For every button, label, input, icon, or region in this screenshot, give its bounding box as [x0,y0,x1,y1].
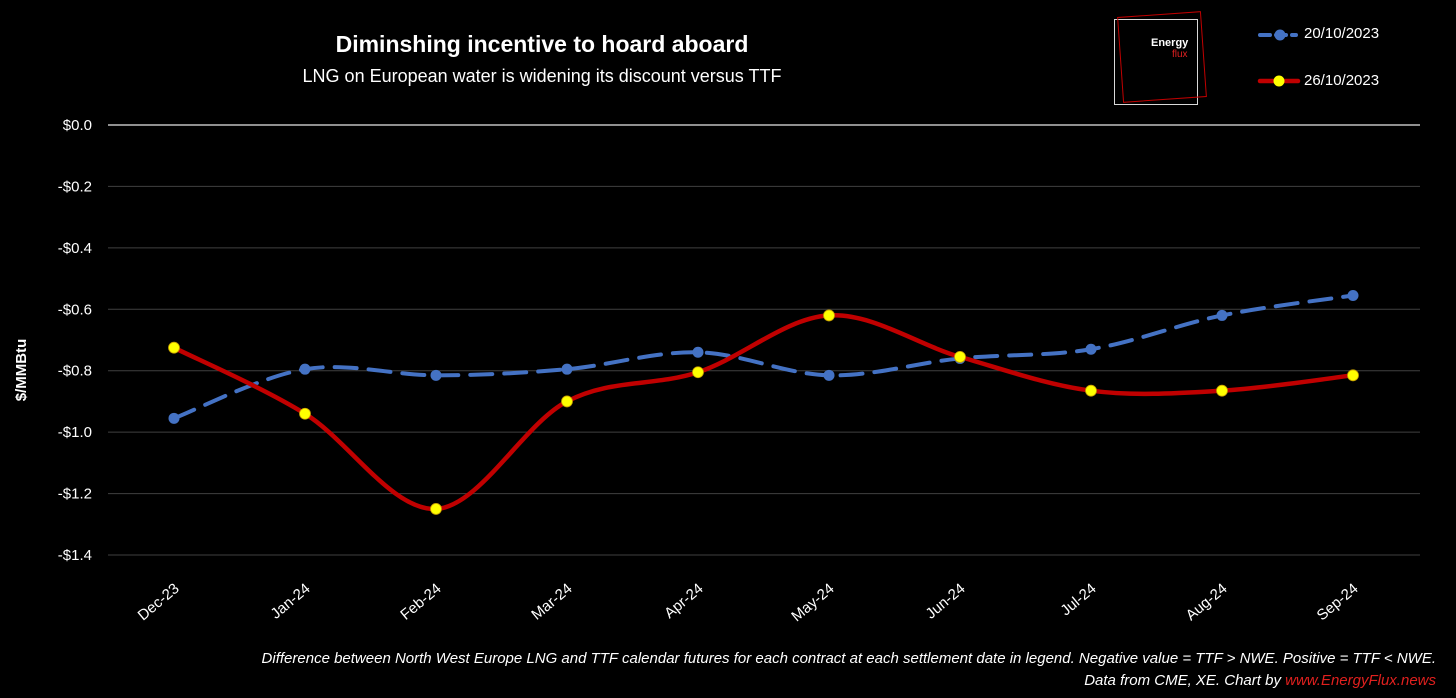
energyflux-logo [1114,19,1198,105]
x-tick-label: Apr-24 [661,580,706,622]
point-20-10-2023 [1347,289,1359,301]
series-lines [168,289,1359,515]
energyflux-logo-frame [1117,11,1207,103]
y-tick-label: -$0.8 [58,363,92,380]
x-tick-label: Aug-24 [1183,580,1231,624]
point-26-10-2023 [299,407,311,420]
legend-label: 20/10/2023 [1304,25,1380,42]
y-tick-label: -$0.2 [58,178,92,195]
x-tick-label: Jan-24 [268,580,314,623]
series-line-20-10-2023 [172,293,1355,421]
x-axis-tick-labels: Dec-23 Jan-24 Feb-24 Mar-24 Apr-24 May-24 Jun-… [135,580,1362,625]
point-26-10-2023 [430,503,442,515]
footnote-source-text: Data from CME, XE. Chart by [1084,672,1286,689]
point-26-10-2023 [1216,384,1228,397]
footnote-description: Difference between North West Europe LNG… [261,650,1436,667]
x-tick-label: Sep-24 [1314,580,1362,624]
x-tick-label: Jun-24 [923,580,969,623]
point-26-10-2023 [168,341,180,354]
footnote-source: Data from CME, XE. Chart by www.EnergyFl… [1084,672,1436,689]
legend-label: 26/10/2023 [1304,72,1380,89]
x-tick-label: Dec-23 [135,580,183,624]
point-26-10-2023 [823,309,835,322]
point-26-10-2023 [692,366,704,379]
point-20-10-2023 [561,363,573,375]
x-tick-label: Mar-24 [528,580,575,624]
point-20-10-2023 [430,369,442,381]
y-tick-label: -$1.0 [58,424,92,441]
y-tick-label: -$0.4 [58,240,92,257]
legend-swatches [1257,29,1301,87]
y-tick-label: -$0.6 [58,301,92,318]
x-tick-label: Jul-24 [1057,580,1099,619]
y-axis-label: $/MMBtu [13,339,30,402]
point-26-10-2023 [1347,369,1359,382]
chart-subtitle: LNG on European water is widening its di… [302,66,782,86]
point-20-10-2023 [823,369,835,381]
legend-marker-20-10-2023 [1274,29,1286,41]
y-tick-label: -$1.2 [58,486,92,503]
point-20-10-2023 [692,346,704,358]
x-tick-label: May-24 [788,580,837,625]
logo-text-energy: Energy [1151,37,1189,49]
energyflux-link[interactable]: www.EnergyFlux.news [1285,672,1436,689]
logo-text-flux: flux [1172,49,1188,60]
legend-marker-26-10-2023 [1273,75,1285,87]
point-20-10-2023 [168,412,180,424]
point-20-10-2023 [1216,309,1228,321]
point-20-10-2023 [299,363,311,375]
point-20-10-2023 [1085,343,1097,355]
y-tick-label: $0.0 [63,117,92,134]
point-26-10-2023 [1085,384,1097,397]
chart-title: Diminshing incentive to hoard aboard [335,31,749,57]
point-26-10-2023 [954,350,966,363]
y-tick-label: -$1.4 [58,547,92,564]
x-tick-label: Feb-24 [397,580,444,624]
point-26-10-2023 [561,395,573,408]
series-line-26-10-2023 [172,313,1354,512]
y-axis-tick-labels: $0.0 -$0.2 -$0.4 -$0.6 -$0.8 -$1.0 -$1.2 -$1.4 [58,117,92,564]
